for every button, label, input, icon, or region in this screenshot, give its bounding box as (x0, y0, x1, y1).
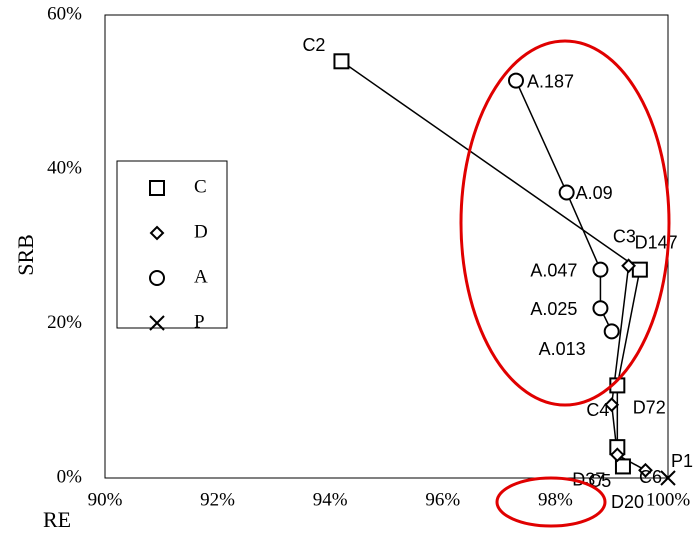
highlight-annotations (459, 39, 671, 528)
x-tick-label: 100% (646, 489, 691, 510)
legend-marker (149, 180, 165, 196)
data-point-label: D147 (635, 233, 678, 253)
data-point-label: C6 (639, 467, 662, 487)
y-tick-label: 40% (47, 158, 82, 179)
x-tick-label: 92% (200, 489, 235, 510)
highlight-ellipse-cluster (459, 39, 671, 407)
data-point-marker (609, 447, 625, 463)
legend-label: A (194, 266, 208, 287)
y-axis-title: SRB (13, 234, 38, 276)
data-point-label: P1 (671, 451, 693, 471)
legend-items: C D A P (149, 176, 208, 332)
legend-box (116, 160, 228, 329)
highlight-ellipse-98-tick (495, 476, 607, 528)
data-point-marker (333, 53, 350, 70)
data-point-label: A.187 (527, 71, 574, 91)
data-point-marker (592, 261, 609, 278)
y-tick-label: 60% (47, 3, 82, 24)
legend-label: D (194, 221, 208, 242)
data-point-marker (603, 323, 620, 340)
data-point-label: C2 (302, 35, 325, 55)
data-point-label: C3 (613, 226, 636, 246)
legend-label: P (194, 311, 205, 332)
data-point-label: A.09 (576, 183, 613, 203)
data-point-label: D72 (633, 397, 666, 417)
data-point-label: D20 (611, 492, 644, 512)
data-point-marker (604, 397, 620, 413)
x-tick-label: 90% (88, 489, 123, 510)
axis-ticks: 90% 92% 94% 96% 98% 100% 0% 20% 40% 60% (47, 3, 690, 510)
data-point-label: C4 (586, 400, 609, 420)
legend-label: C (194, 176, 207, 197)
legend-marker (149, 225, 165, 241)
data-point-label: D37 (572, 470, 605, 490)
y-tick-label: 20% (47, 312, 82, 333)
data-point-marker (592, 300, 609, 317)
data-point-marker (660, 470, 676, 486)
series-line (610, 265, 646, 471)
data-point-label: A.047 (530, 260, 577, 280)
y-tick-label: 0% (57, 466, 83, 487)
data-point-marker (638, 462, 653, 478)
x-tick-label: 98% (538, 489, 573, 510)
data-point-marker (558, 184, 575, 201)
x-tick-label: 94% (313, 489, 348, 510)
legend: C D A P (116, 160, 228, 332)
data-point-label: A.013 (539, 339, 586, 359)
data-point-label: A.025 (530, 299, 577, 319)
legend-marker (149, 270, 165, 286)
x-axis-title: RE (43, 507, 71, 532)
data-point-marker (507, 72, 524, 89)
data-point-marker (631, 261, 648, 278)
data-point-marker (621, 258, 637, 274)
legend-marker (149, 315, 165, 331)
data-point-marker (614, 458, 631, 475)
x-tick-label: 96% (425, 489, 460, 510)
